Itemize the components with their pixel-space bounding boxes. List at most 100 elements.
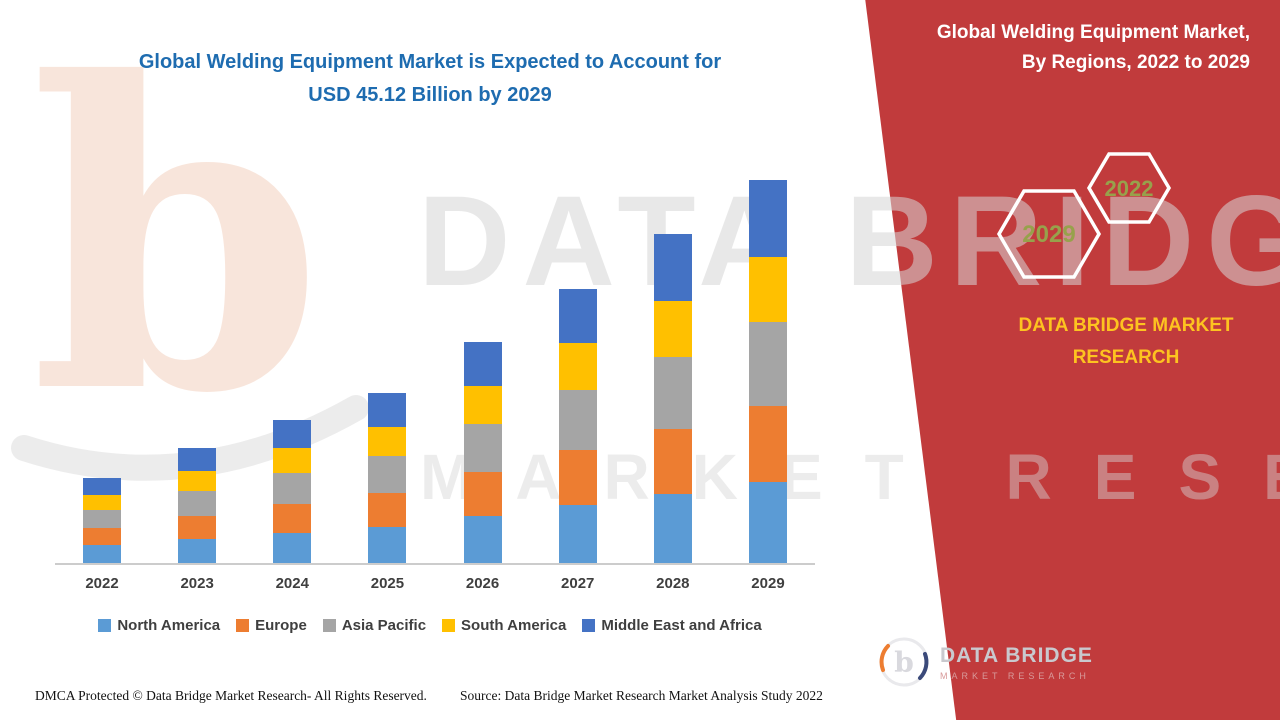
right-panel-title-line1: Global Welding Equipment Market, bbox=[936, 22, 1250, 43]
bar-stack-2024 bbox=[273, 420, 312, 563]
legend-swatch-icon bbox=[98, 619, 112, 632]
bar-segment bbox=[83, 495, 121, 510]
bar-column-2024 bbox=[261, 140, 323, 563]
brand-text-line2: RESEARCH bbox=[1072, 347, 1180, 369]
bar-stack-2025 bbox=[368, 393, 407, 563]
bar-segment bbox=[178, 448, 217, 472]
footer-dmca-text: DMCA Protected © Data Bridge Market Rese… bbox=[35, 688, 427, 703]
bar-segment bbox=[558, 343, 597, 390]
bar-segment bbox=[463, 386, 502, 424]
legend-item: Asia Pacific bbox=[322, 617, 427, 634]
bar-segment bbox=[273, 473, 312, 505]
bar-segment bbox=[558, 505, 597, 563]
bar-segment bbox=[178, 471, 217, 491]
bar-column-2025 bbox=[356, 140, 418, 563]
hexagon-left-year: 2029 bbox=[1022, 221, 1075, 248]
bar-segment bbox=[558, 288, 597, 344]
bar-segment bbox=[463, 423, 502, 473]
stacked-bar-chart bbox=[55, 140, 815, 565]
legend-label: Asia Pacific bbox=[341, 617, 427, 634]
databridge-logo-icon: b bbox=[879, 637, 929, 687]
x-axis-labels: 2022 2023 2024 2025 2026 2027 2028 2029 bbox=[55, 575, 815, 592]
legend-label: Middle East and Africa bbox=[601, 617, 762, 634]
bar-segment bbox=[748, 482, 787, 563]
bar-column-2029 bbox=[737, 140, 799, 563]
bar-segment bbox=[368, 427, 407, 457]
x-axis-label: 2028 bbox=[656, 575, 690, 592]
chart-legend: North America Europe Asia Pacific South Ame… bbox=[30, 617, 830, 634]
bar-segment bbox=[748, 256, 787, 322]
bar-segment bbox=[273, 504, 312, 534]
chart-title: Global Welding Equipment Market is Expec… bbox=[40, 46, 820, 112]
bar-segment bbox=[83, 545, 121, 563]
bar-stack-2023 bbox=[178, 448, 217, 563]
bar-segment bbox=[653, 300, 692, 357]
logo-title: DATA BRIDGE bbox=[940, 643, 1093, 667]
right-panel-title-line2: By Regions, 2022 to 2029 bbox=[1021, 52, 1250, 74]
bar-segment bbox=[558, 450, 597, 506]
legend-label: South America bbox=[461, 617, 567, 634]
bar-segment bbox=[653, 356, 692, 429]
brand-text-line1: DATA BRIDGE MARKET bbox=[1018, 315, 1234, 336]
bar-segment bbox=[368, 527, 407, 563]
bar-segment bbox=[463, 472, 502, 517]
bar-segment bbox=[273, 448, 312, 474]
bar-stack-2028 bbox=[653, 234, 692, 563]
footer-source-text: Source: Data Bridge Market Research Mark… bbox=[460, 688, 823, 703]
legend-label: North America bbox=[117, 617, 221, 634]
bar-segment bbox=[178, 516, 217, 540]
bar-stack-2022 bbox=[83, 478, 121, 563]
bar-segment bbox=[463, 342, 502, 387]
legend-swatch-icon bbox=[442, 619, 456, 632]
x-axis-label: 2027 bbox=[561, 575, 595, 592]
bar-segment bbox=[273, 420, 312, 449]
hexagon-right-year: 2022 bbox=[1105, 176, 1154, 201]
legend-item: South America bbox=[442, 617, 566, 634]
bar-segment bbox=[368, 456, 407, 494]
bar-stack-2027 bbox=[558, 288, 597, 563]
bar-segment bbox=[178, 490, 217, 517]
hexagon-badges: 2029 2022 bbox=[992, 146, 1182, 293]
bar-segment bbox=[748, 321, 787, 406]
legend-swatch-icon bbox=[322, 619, 336, 632]
svg-text:b: b bbox=[894, 646, 914, 679]
bar-segment bbox=[83, 528, 121, 546]
bar-column-2027 bbox=[547, 140, 609, 563]
legend-label: Europe bbox=[255, 617, 307, 634]
chart-title-line1: Global Welding Equipment Market is Expec… bbox=[138, 51, 722, 73]
bar-segment bbox=[273, 533, 312, 563]
bar-segment bbox=[653, 494, 692, 563]
x-axis-label: 2024 bbox=[275, 575, 309, 592]
bar-segment bbox=[653, 234, 692, 301]
bar-column-2022 bbox=[71, 140, 133, 563]
bar-segment bbox=[83, 478, 121, 496]
right-panel-title: Global Welding Equipment Market, By Regi… bbox=[850, 18, 1250, 79]
bar-segment bbox=[748, 179, 787, 257]
legend-swatch-icon bbox=[582, 619, 596, 632]
bar-segment bbox=[178, 539, 217, 563]
chart-title-line2: USD 45.12 Billion by 2029 bbox=[308, 84, 552, 106]
legend-swatch-icon bbox=[236, 619, 250, 632]
legend-item: Europe bbox=[236, 617, 307, 634]
x-axis-label: 2023 bbox=[180, 575, 214, 592]
hexagon-badges-icon: 2029 2022 bbox=[996, 152, 1172, 279]
logo-subtitle: MARKET RESEARCH bbox=[940, 670, 1090, 681]
bar-segment bbox=[748, 405, 787, 483]
databridge-logo-text: DATA BRIDGE MARKET RESEARCH bbox=[940, 644, 1093, 681]
x-axis-label: 2022 bbox=[85, 575, 119, 592]
x-axis-label: 2026 bbox=[465, 575, 500, 592]
bar-column-2023 bbox=[166, 140, 228, 563]
bar-column-2026 bbox=[452, 140, 514, 563]
legend-item: Middle East and Africa bbox=[582, 617, 762, 634]
bar-stack-2029 bbox=[748, 179, 787, 563]
x-axis-label: 2029 bbox=[751, 575, 785, 592]
bar-segment bbox=[368, 493, 407, 528]
legend-item: North America bbox=[98, 617, 220, 634]
bar-segment bbox=[653, 428, 692, 495]
databridge-logo: b DATA BRIDGE MARKET RESEARCH bbox=[878, 636, 1093, 688]
bar-column-2028 bbox=[642, 140, 704, 563]
brand-text: DATA BRIDGE MARKET RESEARCH bbox=[1000, 310, 1252, 375]
bar-segment bbox=[558, 389, 597, 451]
bar-stack-2026 bbox=[463, 342, 502, 563]
bar-segment bbox=[463, 516, 502, 563]
